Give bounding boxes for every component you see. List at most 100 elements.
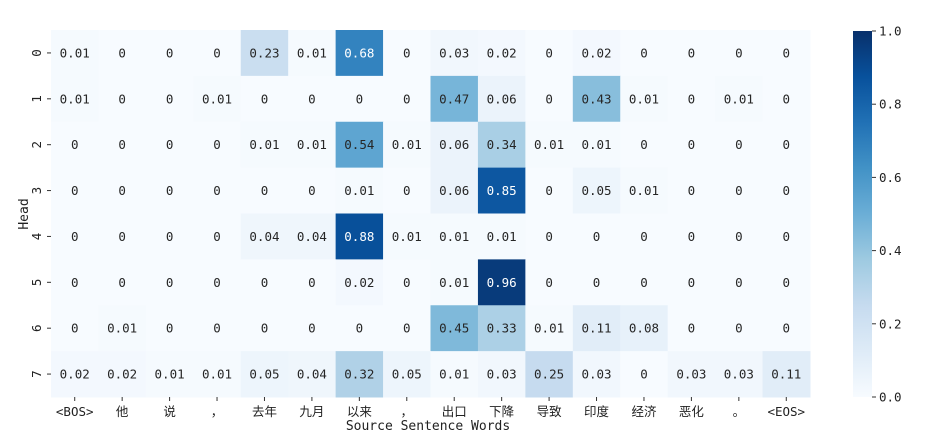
cell-value-label: 0: [545, 183, 553, 198]
heatmap-cell: [430, 305, 479, 352]
x-tick-label: 去年: [252, 404, 277, 419]
y-tick-label: 6: [29, 324, 44, 332]
cell-value-label: 0: [735, 137, 743, 152]
heatmap-cell: [335, 213, 384, 260]
cell-value-label: 0: [308, 91, 316, 106]
x-tick-label: 下降: [489, 404, 515, 419]
heatmap-cell: [715, 167, 764, 214]
heatmap-cell: [620, 75, 669, 123]
heatmap-cell: [477, 30, 526, 77]
heatmap-cell: [193, 30, 242, 77]
heatmap-cell: [193, 167, 242, 214]
heatmap-cell: [51, 75, 99, 123]
heatmap-cell: [477, 351, 526, 398]
cell-value-label: 0: [403, 91, 411, 106]
cell-value-label: 0: [640, 45, 648, 60]
y-tick-label: 3: [29, 187, 44, 195]
cell-value-label: 0.01: [534, 137, 564, 152]
y-tick-label: 7: [29, 370, 44, 378]
cell-value-label: 0.45: [439, 321, 469, 336]
heatmap-cell: [715, 30, 764, 77]
heatmap-cell: [51, 213, 99, 260]
cell-value-label: 0: [640, 275, 648, 290]
cell-value-label: 0.04: [249, 229, 279, 244]
cell-value-label: 0.03: [676, 367, 706, 382]
cell-value-label: 0: [735, 229, 743, 244]
cell-value-label: 0: [783, 321, 791, 336]
heatmap-cell: [430, 351, 479, 398]
heatmap-cell: [288, 305, 337, 352]
cell-value-label: 0.01: [581, 137, 611, 152]
heatmap-cell: [240, 351, 289, 398]
cell-value-label: 0.47: [439, 91, 469, 106]
heatmap-cell: [240, 259, 289, 306]
heatmap-cell: [762, 75, 811, 123]
cell-value-label: 0.01: [487, 229, 517, 244]
heatmap-cell: [51, 167, 99, 214]
cell-value-label: 0: [118, 45, 126, 60]
cell-value-label: 0: [71, 183, 79, 198]
cell-value-label: 0: [308, 275, 316, 290]
heatmap-cell: [620, 30, 669, 77]
heatmap-cell: [335, 259, 384, 306]
heatmap-cell: [51, 351, 99, 398]
cell-value-label: 0.02: [581, 45, 611, 60]
heatmap-cell: [620, 167, 669, 214]
cell-value-label: 0: [593, 229, 601, 244]
y-tick-label: 4: [29, 233, 44, 241]
heatmap-cell: [477, 167, 526, 214]
cell-value-label: 0: [166, 45, 174, 60]
heatmap-cell: [667, 259, 716, 306]
heatmap-cell: [240, 30, 289, 77]
cell-value-label: 0.03: [439, 45, 469, 60]
heatmap-cell: [715, 351, 764, 398]
heatmap-cell: [572, 259, 621, 306]
heatmap-cell: [572, 213, 621, 260]
cell-value-label: 0.01: [439, 275, 469, 290]
heatmap-cell: [525, 30, 574, 77]
heatmap-cell: [620, 213, 669, 260]
heatmap-cell: [762, 213, 811, 260]
heatmap-cell: [477, 75, 526, 123]
cell-value-label: 0.01: [439, 229, 469, 244]
cell-value-label: 0: [213, 229, 221, 244]
heatmap-cell: [572, 30, 621, 77]
colorbar-tick-label: 0.0: [879, 390, 902, 405]
cell-value-label: 0: [261, 91, 269, 106]
x-tick-label: ，: [211, 404, 224, 419]
cell-value-label: 0: [688, 137, 696, 152]
heatmap-cell: [145, 305, 194, 352]
cell-value-label: 0: [118, 275, 126, 290]
heatmap-cell: [430, 75, 479, 123]
cell-value-label: 0.01: [297, 137, 327, 152]
heatmap-cell: [51, 259, 99, 306]
heatmap-cell: [762, 167, 811, 214]
x-tick-label: 他: [116, 404, 129, 419]
cell-value-label: 0: [356, 91, 364, 106]
x-axis-ticks: <BOS> 他 说 ， 去年 九月 以来 ， 出口 下降 导致 印度 经济 恶化 。 <EOS>: [56, 397, 805, 419]
cell-value-label: 0: [688, 183, 696, 198]
heatmap-cell: [335, 121, 384, 169]
heatmap-cell: [240, 213, 289, 260]
heatmap-cell: [477, 305, 526, 352]
cell-value-label: 0: [545, 45, 553, 60]
cell-value-label: 0: [403, 321, 411, 336]
heatmap-cell: [572, 75, 621, 123]
cell-value-label: 0.01: [155, 367, 185, 382]
heatmap-cell: [667, 75, 716, 123]
heatmap-cell: [145, 30, 194, 77]
heatmap-cell: [240, 121, 289, 169]
heatmap-cell: [525, 121, 574, 169]
heatmap-cell: [715, 75, 764, 123]
heatmap-cell: [383, 213, 431, 260]
cell-value-label: 0.23: [249, 45, 279, 60]
cell-value-label: 0.01: [439, 367, 469, 382]
cell-value-label: 0.06: [439, 137, 469, 152]
cell-value-label: 0: [640, 229, 648, 244]
cell-value-label: 0: [261, 321, 269, 336]
cell-value-label: 0: [783, 91, 791, 106]
heatmap-cell: [383, 121, 431, 169]
heatmap-cell: [430, 30, 479, 77]
cell-value-label: 0: [213, 45, 221, 60]
cell-value-label: 0.01: [344, 183, 374, 198]
